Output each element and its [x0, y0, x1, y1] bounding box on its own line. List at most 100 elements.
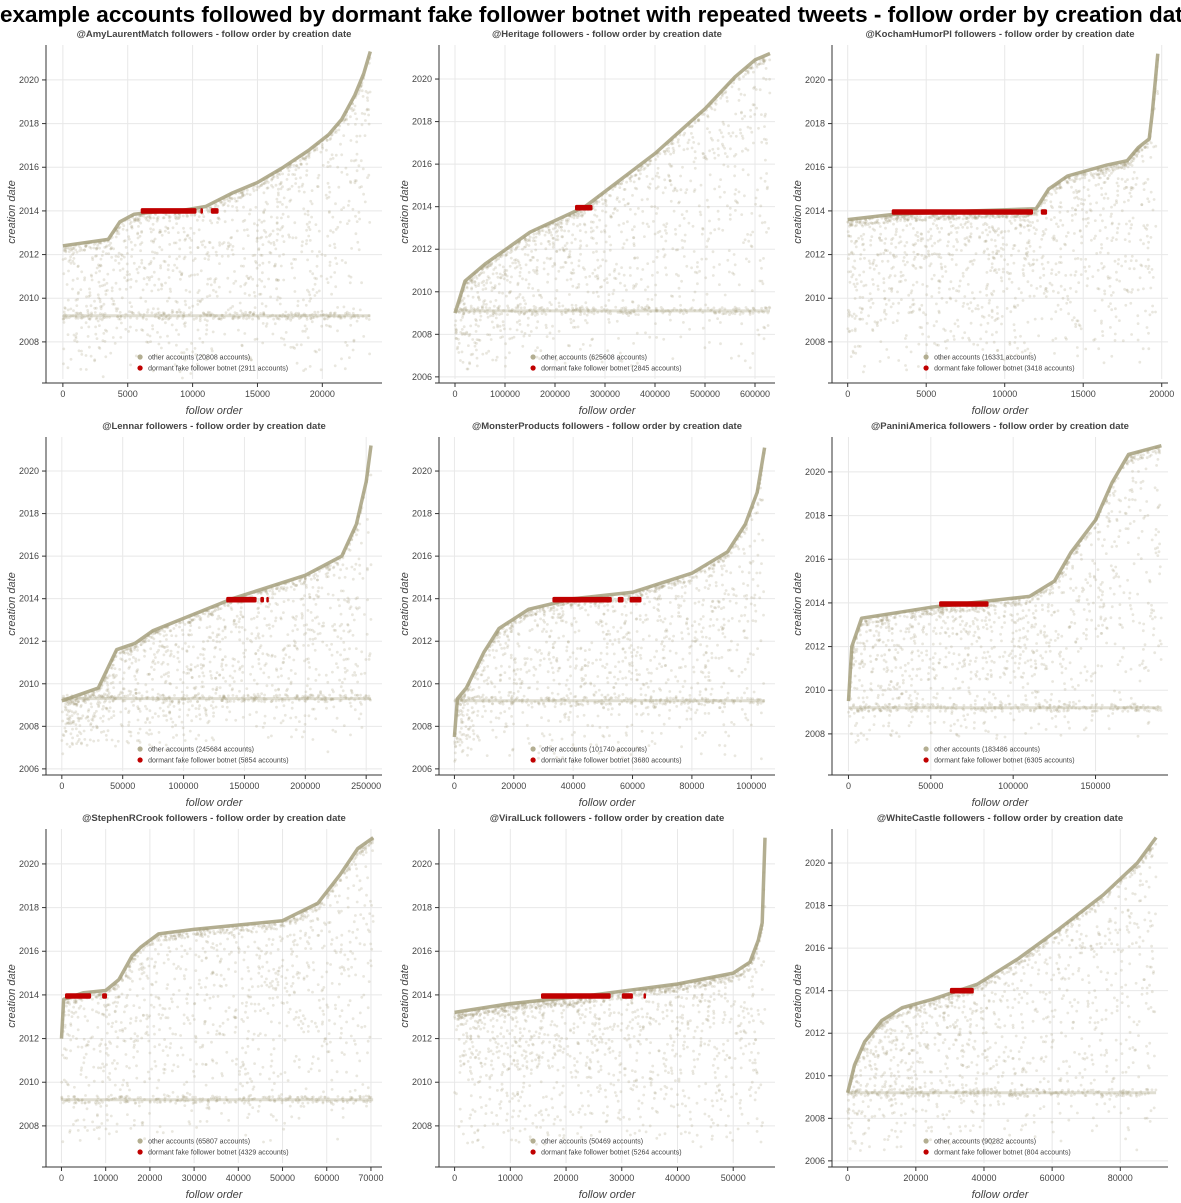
other-point — [983, 240, 986, 243]
other-point — [115, 255, 118, 258]
other-point — [477, 274, 480, 277]
other-point — [144, 705, 147, 708]
other-point — [470, 288, 473, 291]
other-point — [504, 342, 507, 345]
other-point — [955, 263, 958, 266]
other-point — [270, 252, 273, 255]
other-point — [1073, 316, 1076, 319]
other-point — [242, 247, 245, 250]
other-point — [928, 254, 931, 257]
other-point — [208, 294, 211, 297]
other-point — [991, 333, 994, 336]
other-point — [90, 275, 93, 278]
other-point — [265, 325, 268, 328]
other-point — [988, 314, 991, 317]
x-tick-label: 0 — [845, 389, 850, 399]
other-point — [358, 211, 361, 214]
other-point — [608, 273, 611, 276]
other-point — [245, 282, 248, 285]
other-point — [188, 237, 191, 240]
other-point — [270, 184, 273, 187]
other-point — [1094, 235, 1097, 238]
other-point — [625, 289, 628, 292]
other-point — [632, 236, 635, 239]
other-point — [1022, 219, 1025, 222]
other-point — [184, 300, 187, 303]
other-point — [912, 227, 915, 230]
other-point — [75, 304, 78, 307]
other-point — [1037, 334, 1040, 337]
other-point — [896, 319, 899, 322]
other-point — [1089, 208, 1092, 211]
other-point — [764, 180, 767, 183]
other-point — [365, 658, 368, 661]
other-point — [562, 266, 565, 269]
other-point — [355, 179, 358, 182]
other-point — [911, 264, 914, 267]
other-point — [927, 335, 930, 338]
other-point — [872, 329, 875, 332]
other-point — [1058, 261, 1061, 264]
other-point — [1080, 258, 1083, 261]
other-point — [635, 174, 638, 177]
other-point — [511, 250, 514, 253]
other-point — [743, 115, 746, 118]
other-point — [1146, 197, 1149, 200]
other-point — [1039, 246, 1042, 249]
other-point — [144, 267, 147, 270]
other-point — [615, 263, 618, 266]
other-point — [85, 321, 88, 324]
other-point — [358, 248, 361, 251]
other-point — [1103, 361, 1106, 364]
y-tick-label: 2006 — [412, 372, 432, 382]
other-point — [1147, 258, 1150, 261]
other-point — [232, 317, 235, 320]
other-point — [592, 221, 595, 224]
other-point — [761, 280, 764, 283]
other-point — [340, 171, 343, 174]
other-point — [963, 331, 966, 334]
other-point — [191, 350, 194, 353]
other-point — [927, 239, 930, 242]
other-point — [974, 216, 977, 219]
other-point — [256, 229, 259, 232]
other-point — [484, 299, 487, 302]
other-point — [895, 218, 898, 221]
other-point — [728, 271, 731, 274]
other-point — [729, 147, 732, 150]
other-point — [739, 128, 742, 131]
other-point — [742, 168, 745, 171]
other-point — [935, 320, 938, 323]
other-point — [121, 658, 124, 661]
other-point — [313, 311, 316, 314]
other-point — [930, 216, 933, 219]
other-point — [326, 165, 329, 168]
other-point — [153, 257, 156, 260]
other-point — [186, 215, 189, 218]
other-point — [1065, 338, 1068, 341]
other-point — [343, 648, 346, 651]
other-point — [990, 238, 993, 241]
other-point — [168, 276, 171, 279]
other-point — [609, 249, 612, 252]
other-point — [648, 336, 651, 339]
other-point — [620, 266, 623, 269]
other-point — [888, 287, 891, 290]
other-point — [744, 238, 747, 241]
other-point — [256, 267, 259, 270]
other-point — [334, 257, 337, 260]
other-point — [1106, 177, 1109, 180]
other-point — [597, 266, 600, 269]
other-point — [736, 202, 739, 205]
other-point — [654, 233, 657, 236]
other-point — [247, 277, 250, 280]
other-point — [869, 292, 872, 295]
other-point — [212, 331, 215, 334]
other-point — [1083, 266, 1086, 269]
other-point — [739, 132, 742, 135]
legend-label-other: other accounts (16331 accounts) — [934, 355, 1036, 362]
other-point — [469, 333, 472, 336]
other-point — [257, 598, 260, 601]
other-point — [562, 247, 565, 250]
other-point — [221, 668, 224, 671]
